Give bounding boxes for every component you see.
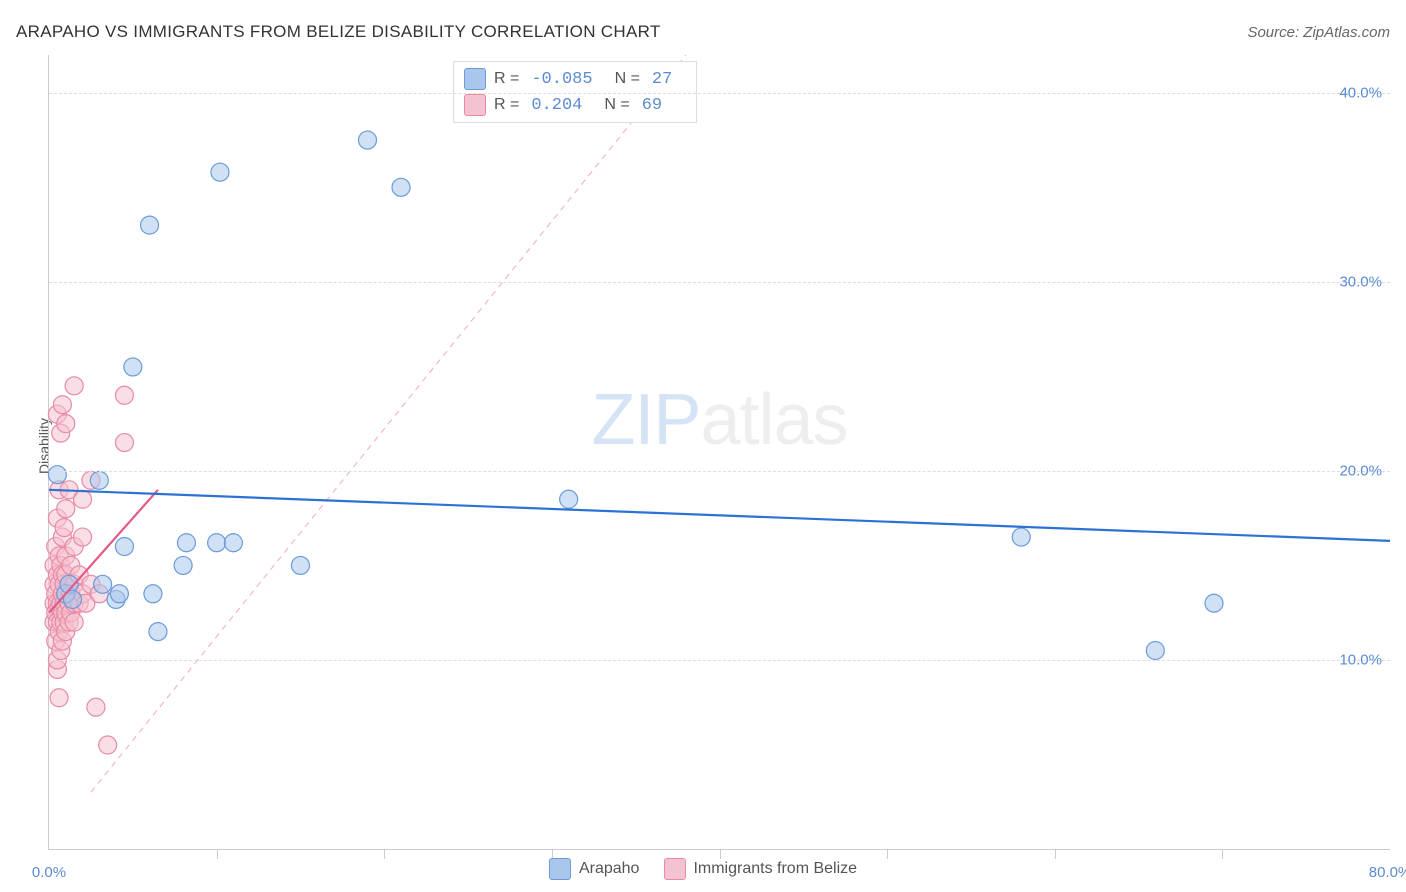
x-tick-label: 0.0%: [32, 864, 66, 881]
stats-row-arapaho: R = -0.085 N = 27: [464, 66, 686, 92]
y-tick-label: 30.0%: [1339, 273, 1382, 290]
scatter-plot-svg: [49, 55, 1390, 849]
n-value-arapaho: 27: [652, 70, 672, 89]
legend-swatch-arapaho: [549, 858, 571, 880]
y-tick-label: 40.0%: [1339, 84, 1382, 101]
legend-label-belize: Immigrants from Belize: [693, 860, 857, 878]
title-bar: ARAPAHO VS IMMIGRANTS FROM BELIZE DISABI…: [16, 22, 1390, 42]
r-value-arapaho: -0.085: [531, 70, 592, 89]
y-tick-label: 10.0%: [1339, 651, 1382, 668]
chart-title: ARAPAHO VS IMMIGRANTS FROM BELIZE DISABI…: [16, 22, 661, 42]
legend-item-arapaho: Arapaho: [549, 858, 640, 880]
r-label: R =: [494, 96, 519, 114]
legend-swatch-belize: [663, 858, 685, 880]
chart-plot-area: ZIPatlas R = -0.085 N = 27 R = 0.204 N =…: [48, 55, 1390, 850]
stats-row-belize: R = 0.204 N = 69: [464, 92, 686, 118]
r-label: R =: [494, 70, 519, 88]
swatch-arapaho: [464, 68, 486, 90]
legend-label-arapaho: Arapaho: [579, 860, 640, 878]
n-label: N =: [604, 96, 629, 114]
legend-item-belize: Immigrants from Belize: [663, 858, 857, 880]
n-label: N =: [615, 70, 640, 88]
source-attribution: Source: ZipAtlas.com: [1247, 24, 1390, 41]
n-value-belize: 69: [642, 96, 662, 115]
swatch-belize: [464, 94, 486, 116]
x-tick-label: 80.0%: [1369, 864, 1406, 881]
r-value-belize: 0.204: [531, 96, 582, 115]
y-tick-label: 20.0%: [1339, 462, 1382, 479]
bottom-legend: Arapaho Immigrants from Belize: [549, 858, 857, 880]
